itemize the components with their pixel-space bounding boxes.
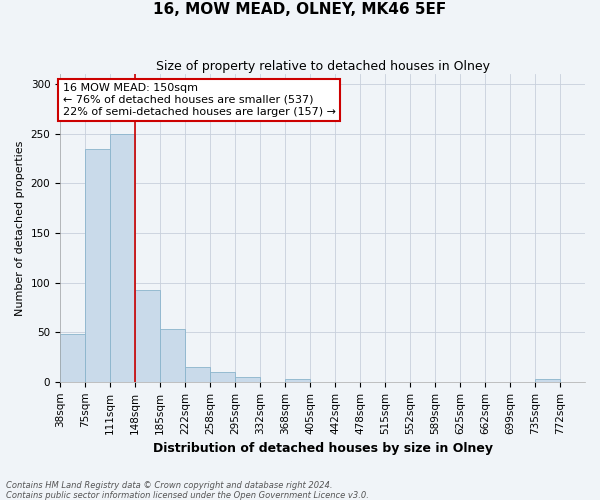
Bar bbox=[110, 134, 135, 382]
Text: 16, MOW MEAD, OLNEY, MK46 5EF: 16, MOW MEAD, OLNEY, MK46 5EF bbox=[154, 2, 446, 18]
Bar bbox=[135, 290, 160, 382]
Bar bbox=[535, 379, 560, 382]
Bar bbox=[285, 379, 310, 382]
Bar bbox=[160, 329, 185, 382]
Bar bbox=[210, 372, 235, 382]
Title: Size of property relative to detached houses in Olney: Size of property relative to detached ho… bbox=[155, 60, 490, 73]
X-axis label: Distribution of detached houses by size in Olney: Distribution of detached houses by size … bbox=[152, 442, 493, 455]
Bar bbox=[60, 334, 85, 382]
Bar bbox=[185, 367, 210, 382]
Bar bbox=[235, 377, 260, 382]
Text: 16 MOW MEAD: 150sqm
← 76% of detached houses are smaller (537)
22% of semi-detac: 16 MOW MEAD: 150sqm ← 76% of detached ho… bbox=[62, 84, 335, 116]
Text: Contains HM Land Registry data © Crown copyright and database right 2024.
Contai: Contains HM Land Registry data © Crown c… bbox=[6, 480, 369, 500]
Y-axis label: Number of detached properties: Number of detached properties bbox=[15, 140, 25, 316]
Bar bbox=[85, 148, 110, 382]
